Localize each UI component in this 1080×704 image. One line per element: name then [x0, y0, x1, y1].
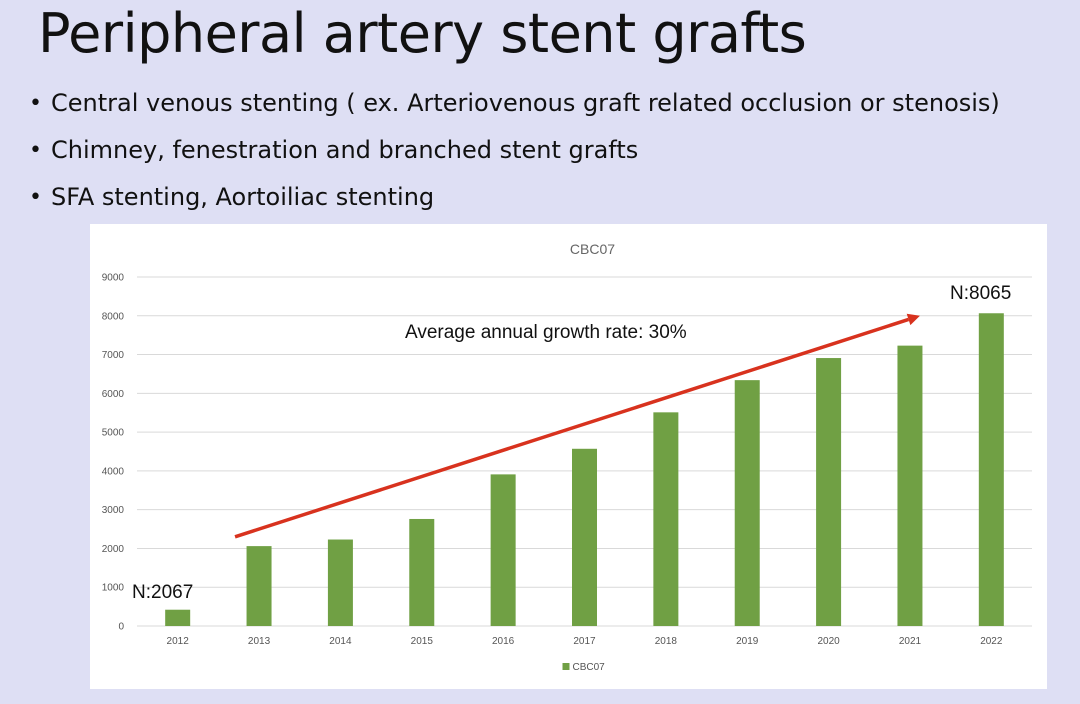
bullet-dot-icon: • [29, 185, 42, 210]
bar [327, 539, 353, 626]
bar [409, 518, 435, 626]
bullet-text: SFA stenting, Aortoiliac stenting [51, 183, 435, 211]
y-tick-label: 1000 [102, 583, 125, 594]
chart-card: CBC07 0 1000 2000 3000 4000 5000 6000 7000 8000 9… [90, 224, 1047, 689]
bullet-text: Chimney, fenestration and branched stent… [51, 136, 639, 164]
chart-title: CBC07 [570, 241, 615, 257]
x-tick-label: 2013 [248, 636, 271, 647]
x-tick-label: 2020 [817, 636, 840, 647]
bar [490, 474, 516, 626]
y-tick-label: 8000 [102, 311, 125, 322]
bar [897, 345, 923, 626]
bar [816, 358, 842, 626]
y-tick-label: 9000 [102, 273, 125, 284]
legend-label: CBC07 [573, 662, 606, 673]
trend-arrow-line [234, 317, 910, 539]
y-tick-label: 5000 [102, 428, 125, 439]
bullet-item: • Chimney, fenestration and branched sten… [24, 127, 1000, 174]
x-tick-label: 2016 [492, 636, 515, 647]
bullet-item: • Central venous stenting ( ex. Arteriove… [24, 80, 1000, 127]
slide-title: Peripheral artery stent grafts [38, 2, 807, 65]
bar [246, 546, 272, 626]
bar [734, 380, 760, 626]
end-count-label: N:8065 [950, 283, 1011, 304]
arrowhead-icon [906, 313, 920, 326]
y-tick-label: 2000 [102, 544, 125, 555]
x-tick-label: 2014 [329, 636, 352, 647]
x-axis-ticks: 2012 2013 2014 2015 2016 2017 2018 2019 2020 2021… [167, 636, 1003, 647]
x-tick-label: 2021 [899, 636, 922, 647]
growth-rate-label: Average annual growth rate: 30% [405, 322, 687, 343]
bar [572, 448, 597, 626]
x-tick-label: 2019 [736, 636, 759, 647]
bullet-item: • SFA stenting, Aortoiliac stenting [24, 174, 1000, 221]
y-tick-label: 7000 [102, 350, 125, 361]
bullet-dot-icon: • [29, 138, 42, 163]
x-tick-label: 2012 [167, 636, 190, 647]
y-tick-label: 0 [118, 622, 124, 633]
y-tick-label: 4000 [102, 466, 125, 477]
x-tick-label: 2022 [980, 636, 1003, 647]
legend-swatch [562, 663, 570, 670]
bullet-dot-icon: • [29, 91, 42, 116]
bars [165, 313, 1004, 626]
bar [978, 313, 1004, 626]
y-axis-ticks: 0 1000 2000 3000 4000 5000 6000 7000 8000 9000 [102, 273, 125, 633]
bar [165, 609, 191, 626]
bullet-list: • Central venous stenting ( ex. Arteriove… [24, 80, 1000, 221]
x-tick-label: 2018 [655, 636, 678, 647]
legend: CBC07 [562, 662, 606, 673]
bar [653, 412, 679, 626]
x-tick-label: 2017 [573, 636, 596, 647]
bar-chart: CBC07 0 1000 2000 3000 4000 5000 6000 7000 8000 9… [102, 241, 1032, 673]
start-count-label: N:2067 [132, 582, 193, 603]
trend-arrow [234, 313, 920, 539]
y-tick-label: 6000 [102, 389, 125, 400]
bullet-text: Central venous stenting ( ex. Arterioven… [51, 89, 1000, 117]
x-tick-label: 2015 [411, 636, 434, 647]
y-tick-label: 3000 [102, 505, 125, 516]
